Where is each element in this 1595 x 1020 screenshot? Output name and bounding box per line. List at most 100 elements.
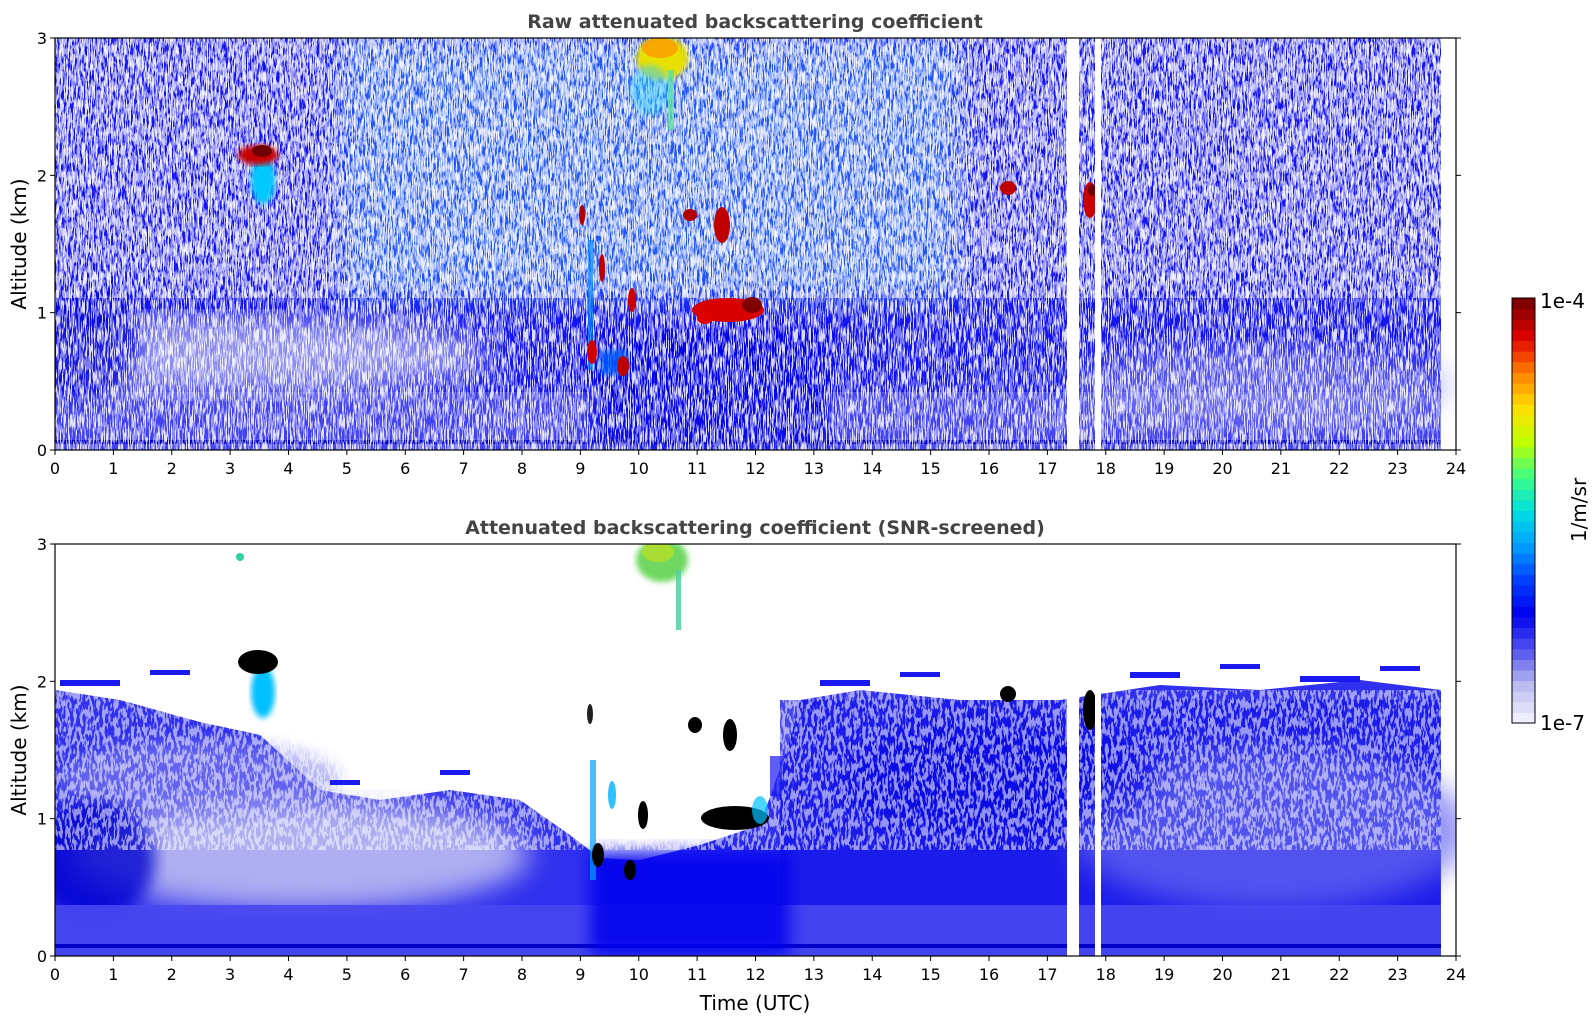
x-tick-label: 19: [1154, 965, 1174, 984]
colorbar-step: [1512, 436, 1535, 448]
x-tick-label: 0: [50, 459, 60, 478]
snr-upper-specks: [60, 664, 1420, 796]
snr-plume-10h: [636, 544, 688, 630]
x-tick-label: 6: [400, 965, 410, 984]
colorbar-step: [1512, 606, 1535, 618]
raw-panel-title: Raw attenuated backscattering coefficien…: [527, 11, 983, 33]
colorbar-max-label: 1e-4: [1540, 289, 1585, 313]
x-tick-label: 1: [108, 965, 118, 984]
x-tick-label: 21: [1271, 459, 1291, 478]
snr-y-axis: 0 1 2 3: [37, 535, 1461, 966]
x-tick-label: 12: [745, 459, 765, 478]
snr-gap-1: [1067, 544, 1079, 956]
colorbar-step: [1512, 361, 1535, 373]
colorbar-step: [1512, 648, 1535, 660]
x-tick-label: 2: [167, 965, 177, 984]
raw-cloud-9h: [579, 205, 636, 376]
colorbar-step: [1512, 510, 1535, 522]
colorbar-step: [1512, 446, 1535, 458]
colorbar-step: [1512, 638, 1535, 650]
snr-x-label: Time (UTC): [699, 991, 811, 1015]
x-tick-label: 10: [629, 965, 649, 984]
x-tick-label: 15: [920, 459, 940, 478]
y-tick-label: 2: [37, 672, 47, 691]
x-tick-label: 19: [1154, 459, 1174, 478]
snr-cloud-16h: [1000, 686, 1016, 702]
colorbar-step: [1512, 414, 1535, 427]
colorbar-step: [1512, 680, 1535, 692]
x-tick-label: 14: [862, 459, 882, 478]
colorbar-step: [1512, 298, 1535, 310]
snr-backscatter-panel: Attenuated backscattering coefficient (S…: [7, 517, 1466, 1015]
x-tick-label: 4: [283, 965, 293, 984]
raw-gap-1: [1067, 38, 1079, 450]
y-tick-label: 0: [37, 441, 47, 460]
x-tick-label: 9: [575, 965, 585, 984]
colorbar-step: [1512, 457, 1535, 469]
x-tick-label: 6: [400, 459, 410, 478]
x-tick-label: 17: [1037, 965, 1057, 984]
raw-cloud-17h: [1083, 182, 1097, 218]
x-tick-label: 17: [1037, 459, 1057, 478]
snr-cloud-3h: [236, 553, 278, 718]
snr-x-axis: 0 1 2 3 4 5 6 7 8 9 10 11 12 13 14 15 16 17 18 19 20 21 22 23 24: [50, 956, 1466, 984]
x-tick-label: 2: [167, 459, 177, 478]
raw-cloud-16h: [1000, 181, 1016, 195]
colorbar-step: [1512, 531, 1535, 543]
x-tick-label: 15: [920, 965, 940, 984]
colorbar-step: [1512, 308, 1535, 320]
snr-cloud-11h: [688, 717, 769, 830]
colorbar-step: [1512, 340, 1535, 352]
x-tick-label: 24: [1446, 965, 1466, 984]
colorbar-step: [1512, 404, 1535, 416]
colorbar-step: [1512, 319, 1535, 331]
colorbar-gradient: [1512, 298, 1535, 724]
colorbar-step: [1512, 521, 1535, 533]
colorbar-step: [1512, 691, 1535, 703]
x-tick-label: 16: [979, 459, 999, 478]
raw-heatmap: [55, 38, 1456, 450]
y-tick-label: 1: [37, 810, 47, 829]
raw-backscatter-panel: Raw attenuated backscattering coefficien…: [7, 11, 1466, 478]
x-tick-label: 4: [283, 459, 293, 478]
colorbar-step: [1512, 478, 1535, 490]
colorbar-unit-label: 1/m/sr: [1567, 477, 1591, 542]
x-tick-label: 7: [459, 459, 469, 478]
x-tick-label: 16: [979, 965, 999, 984]
x-tick-label: 8: [517, 965, 527, 984]
raw-cloud-3h: [238, 145, 278, 204]
colorbar-step: [1512, 351, 1535, 363]
snr-y-label: Altitude (km): [7, 684, 31, 815]
x-tick-label: 11: [687, 965, 707, 984]
x-tick-label: 18: [1096, 965, 1116, 984]
colorbar-step: [1512, 669, 1535, 682]
colorbar-step: [1512, 595, 1535, 607]
colorbar-step: [1512, 393, 1535, 405]
raw-y-label: Altitude (km): [7, 178, 31, 309]
y-tick-label: 3: [37, 535, 47, 554]
x-tick-label: 20: [1212, 965, 1232, 984]
snr-cloud-9h: [587, 704, 648, 880]
raw-gap-2: [1095, 38, 1101, 450]
snr-cloud-17h: [1083, 690, 1097, 730]
colorbar-step: [1512, 584, 1535, 597]
x-tick-label: 9: [575, 459, 585, 478]
x-tick-label: 11: [687, 459, 707, 478]
y-tick-label: 0: [37, 947, 47, 966]
x-tick-label: 5: [342, 965, 352, 984]
colorbar-step: [1512, 616, 1535, 628]
x-tick-label: 5: [342, 459, 352, 478]
x-tick-label: 8: [517, 459, 527, 478]
colorbar-step: [1512, 489, 1535, 501]
x-tick-label: 13: [804, 965, 824, 984]
raw-y-axis: 0 1 2 3: [37, 29, 1461, 460]
x-tick-label: 10: [629, 459, 649, 478]
colorbar-step: [1512, 329, 1535, 342]
y-tick-label: 1: [37, 304, 47, 323]
snr-panel-title: Attenuated backscattering coefficient (S…: [465, 517, 1045, 539]
colorbar-step: [1512, 499, 1535, 512]
raw-cloud-11h: [683, 207, 764, 324]
x-tick-label: 14: [862, 965, 882, 984]
colorbar-step: [1512, 542, 1535, 554]
snr-gap-2: [1095, 544, 1101, 956]
